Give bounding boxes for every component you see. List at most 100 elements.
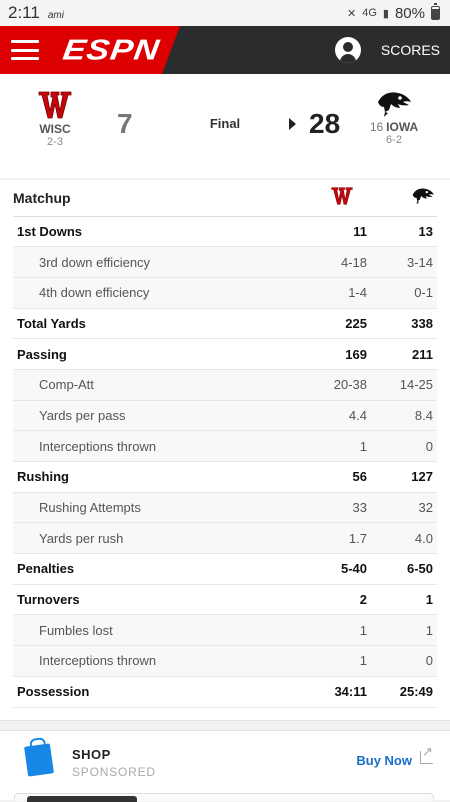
- stat-label: Interceptions thrown: [13, 645, 297, 677]
- stat-away-value: 2: [297, 584, 367, 616]
- stat-label: Total Yards: [13, 308, 297, 340]
- matchup-table: Matchup 1st Downs 11 13 3rd down efficiency…: [13, 180, 437, 708]
- matchup-title: Matchup: [13, 180, 297, 217]
- status-time: 2:11: [8, 3, 40, 22]
- stat-row: 4th down efficiency 1-4 0-1: [13, 277, 437, 309]
- mute-icon: ✕: [347, 7, 357, 20]
- stat-label: Yards per rush: [13, 522, 297, 555]
- external-link-icon[interactable]: [420, 744, 433, 764]
- scoreboard: WISC 2-3 7 Final 28 16 IOWA 6-2: [0, 74, 450, 178]
- stat-away-value: 1-4: [297, 277, 367, 309]
- away-logo-header: [297, 180, 367, 217]
- stat-away-value: 1: [297, 614, 367, 647]
- stat-label: 1st Downs: [13, 216, 297, 248]
- buy-now-link[interactable]: Buy Now: [356, 753, 412, 768]
- stat-home-value: 211: [367, 338, 437, 370]
- matchup-rows: 1st Downs 11 13 3rd down efficiency 4-18 3-14…: [13, 216, 437, 708]
- stat-away-value: 34:11: [297, 676, 367, 708]
- stat-row: Yards per pass 4.4 8.4: [13, 400, 437, 432]
- stat-label: Possession: [13, 676, 297, 708]
- stat-row: 3rd down efficiency 4-18 3-14: [13, 246, 437, 278]
- stat-home-value: 127: [367, 461, 437, 493]
- stat-away-value: 33: [297, 492, 367, 524]
- stat-home-value: 338: [367, 308, 437, 340]
- stat-row: Interceptions thrown 1 0: [13, 645, 437, 677]
- home-score: 28: [309, 108, 341, 139]
- stat-label: Yards per pass: [13, 400, 297, 432]
- stat-away-value: 4.4: [297, 400, 367, 432]
- stat-home-value: 6-50: [367, 553, 437, 585]
- stat-away-value: 169: [297, 338, 367, 370]
- stat-away-value: 1: [297, 645, 367, 677]
- stat-home-value: 1: [367, 614, 437, 647]
- signal-icon: ▮: [382, 7, 389, 20]
- stat-away-value: 5-40: [297, 553, 367, 585]
- matchup-card: Matchup 1st Downs 11 13 3rd down efficiency…: [0, 180, 450, 721]
- stat-row: Comp-Att 20-38 14-25: [13, 369, 437, 401]
- shop-title: SHOP: [72, 747, 111, 762]
- shop-ad[interactable]: SHOP SPONSORED Buy Now: [0, 730, 450, 802]
- app-header: ESPN SCORES: [0, 26, 450, 74]
- stat-away-value: 11: [297, 216, 367, 248]
- stat-home-value: 14-25: [367, 369, 437, 401]
- home-logo-header: [367, 180, 437, 217]
- stat-home-value: 25:49: [367, 676, 437, 708]
- stat-label: 4th down efficiency: [13, 277, 297, 309]
- stat-row: Possession 34:11 25:49: [13, 676, 437, 708]
- wisconsin-w-logo: [38, 91, 72, 119]
- stat-label: Penalties: [13, 553, 297, 585]
- home-team-abbr: 16 IOWA: [369, 120, 419, 134]
- stat-row: Turnovers 2 1: [13, 584, 437, 616]
- shop-sponsored-label: SPONSORED: [72, 765, 156, 779]
- wisconsin-w-logo: [331, 187, 353, 205]
- stat-away-value: 225: [297, 308, 367, 340]
- scores-link[interactable]: SCORES: [380, 42, 440, 58]
- winner-arrow-icon: [289, 118, 296, 130]
- stat-row: Yards per rush 1.7 4.0: [13, 522, 437, 555]
- menu-icon[interactable]: [11, 40, 39, 60]
- stat-away-value: 1: [297, 430, 367, 462]
- shopping-bag-icon: [24, 743, 54, 777]
- stat-row: 1st Downs 11 13: [13, 216, 437, 248]
- stat-label: Fumbles lost: [13, 614, 297, 647]
- stat-label: Turnovers: [13, 584, 297, 616]
- stat-home-value: 32: [367, 492, 437, 524]
- iowa-hawkeye-logo: [378, 92, 411, 117]
- stat-away-value: 20-38: [297, 369, 367, 401]
- stat-away-value: 4-18: [297, 246, 367, 278]
- battery-icon: [431, 3, 440, 20]
- stat-home-value: 0-1: [367, 277, 437, 309]
- stat-row: Fumbles lost 1 1: [13, 614, 437, 647]
- home-team-rank: 16: [369, 120, 384, 134]
- home-team[interactable]: 16 IOWA 6-2: [364, 90, 424, 146]
- stat-home-value: 1: [367, 584, 437, 616]
- away-team[interactable]: WISC 2-3: [25, 90, 85, 148]
- network-type: 4G: [362, 7, 377, 19]
- stat-home-value: 0: [367, 645, 437, 677]
- stat-home-value: 4.0: [367, 522, 437, 555]
- stat-row: Rushing 56 127: [13, 461, 437, 493]
- stat-row: Total Yards 225 338: [13, 308, 437, 340]
- stat-label: Comp-Att: [13, 369, 297, 401]
- stat-home-value: 0: [367, 430, 437, 462]
- stat-home-value: 3-14: [367, 246, 437, 278]
- stat-label: Rushing: [13, 461, 297, 493]
- iowa-hawkeye-logo: [412, 188, 434, 205]
- stat-row: Penalties 5-40 6-50: [13, 553, 437, 585]
- stat-away-value: 56: [297, 461, 367, 493]
- away-team-record: 2-3: [47, 136, 63, 148]
- stat-row: Rushing Attempts 33 32: [13, 492, 437, 524]
- away-score: 7: [117, 108, 133, 139]
- profile-icon[interactable]: [334, 37, 361, 63]
- status-carrier: ami: [47, 10, 64, 21]
- status-bar: 2:11 ami ✕ 4G ▮ 80%: [0, 0, 450, 26]
- stat-away-value: 1.7: [297, 522, 367, 555]
- espn-logo[interactable]: ESPN: [60, 33, 162, 66]
- away-team-abbr: WISC: [39, 122, 71, 136]
- stat-row: Interceptions thrown 1 0: [13, 430, 437, 462]
- battery-percent: 80%: [394, 4, 425, 22]
- stat-home-value: 13: [367, 216, 437, 248]
- stat-label: Interceptions thrown: [13, 430, 297, 462]
- home-team-record: 6-2: [386, 134, 402, 146]
- stat-label: 3rd down efficiency: [13, 246, 297, 278]
